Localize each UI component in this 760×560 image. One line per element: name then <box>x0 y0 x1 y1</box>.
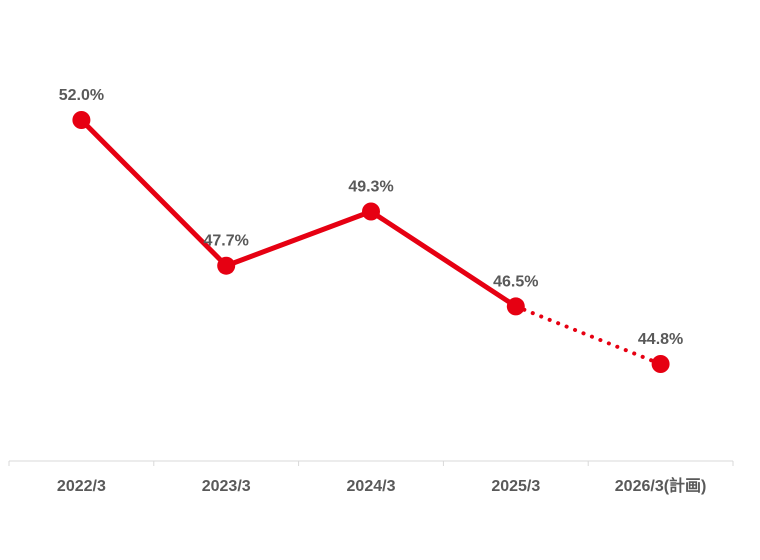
x-tick-label: 2026/3(計画) <box>615 476 707 495</box>
series-line-segment <box>223 209 374 269</box>
forecast-line-segment <box>513 304 663 366</box>
data-label: 46.5% <box>493 273 538 290</box>
data-labels: 52.0% 47.7% 49.3% 46.5% 44.8% <box>59 87 684 348</box>
x-axis-tick-labels: 2022/3 2023/3 2024/3 2025/3 2026/3(計画) <box>57 476 706 495</box>
x-tick-label: 2025/3 <box>491 478 540 495</box>
data-label: 49.3% <box>348 179 393 196</box>
series-line-segment <box>368 209 519 309</box>
data-label: 47.7% <box>204 233 249 250</box>
x-axis-ticks <box>8 461 734 466</box>
series-points <box>72 111 670 373</box>
x-tick-label: 2022/3 <box>57 478 106 495</box>
data-point <box>217 256 236 275</box>
data-point <box>651 355 670 373</box>
x-tick-label: 2024/3 <box>347 478 396 495</box>
data-label: 44.8% <box>638 331 683 348</box>
series-line-segment <box>78 117 229 269</box>
data-point <box>362 202 380 221</box>
x-tick-label: 2023/3 <box>202 478 251 495</box>
data-label: 52.0% <box>59 87 104 104</box>
series-lines <box>78 117 663 366</box>
data-point <box>72 111 91 129</box>
data-point <box>506 297 525 316</box>
